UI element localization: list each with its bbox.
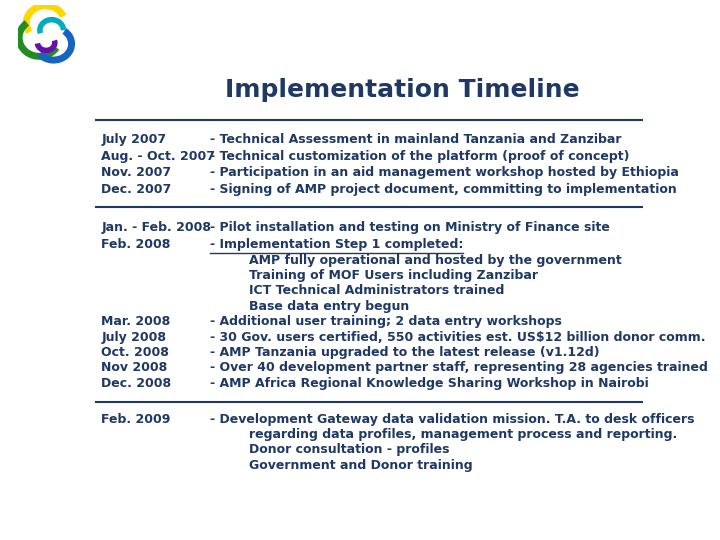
Text: July 2008: July 2008 xyxy=(101,330,166,343)
Text: - AMP Africa Regional Knowledge Sharing Workshop in Nairobi: - AMP Africa Regional Knowledge Sharing … xyxy=(210,377,649,390)
Text: - AMP Tanzania upgraded to the latest release (v1.12d): - AMP Tanzania upgraded to the latest re… xyxy=(210,346,600,359)
Text: Mar. 2008: Mar. 2008 xyxy=(101,315,171,328)
Text: - Development Gateway data validation mission. T.A. to desk officers: - Development Gateway data validation mi… xyxy=(210,413,695,426)
Text: AMP fully operational and hosted by the government: AMP fully operational and hosted by the … xyxy=(249,254,622,267)
Text: Training of MOF Users including Zanzibar: Training of MOF Users including Zanzibar xyxy=(249,269,538,282)
Text: Oct. 2008: Oct. 2008 xyxy=(101,346,169,359)
Text: - 30 Gov. users certified, 550 activities est. US$12 billion donor comm.: - 30 Gov. users certified, 550 activitie… xyxy=(210,330,706,343)
Text: - Technical Assessment in mainland Tanzania and Zanzibar: - Technical Assessment in mainland Tanza… xyxy=(210,133,621,146)
Text: Implementation Timeline: Implementation Timeline xyxy=(225,78,580,102)
Text: July 2007: July 2007 xyxy=(101,133,166,146)
Text: - Technical customization of the platform (proof of concept): - Technical customization of the platfor… xyxy=(210,150,629,163)
Text: Feb. 2009: Feb. 2009 xyxy=(101,413,171,426)
Text: Aug. - Oct. 2007: Aug. - Oct. 2007 xyxy=(101,150,215,163)
Text: Jan. - Feb. 2008: Jan. - Feb. 2008 xyxy=(101,221,211,234)
Text: ICT Technical Administrators trained: ICT Technical Administrators trained xyxy=(249,285,505,298)
Text: - Pilot installation and testing on Ministry of Finance site: - Pilot installation and testing on Mini… xyxy=(210,221,610,234)
Text: Nov 2008: Nov 2008 xyxy=(101,361,168,374)
Text: - Participation in an aid management workshop hosted by Ethiopia: - Participation in an aid management wor… xyxy=(210,166,679,179)
Text: Government and Donor training: Government and Donor training xyxy=(249,458,472,472)
Text: Dec. 2007: Dec. 2007 xyxy=(101,183,171,196)
Text: Donor consultation - profiles: Donor consultation - profiles xyxy=(249,443,449,456)
Text: regarding data profiles, management process and reporting.: regarding data profiles, management proc… xyxy=(249,428,678,441)
Text: - Implementation Step 1 completed:: - Implementation Step 1 completed: xyxy=(210,238,464,251)
Text: - Over 40 development partner staff, representing 28 agencies trained: - Over 40 development partner staff, rep… xyxy=(210,361,708,374)
Text: Feb. 2008: Feb. 2008 xyxy=(101,238,171,251)
Text: - Signing of AMP project document, committing to implementation: - Signing of AMP project document, commi… xyxy=(210,183,677,196)
Text: Nov. 2007: Nov. 2007 xyxy=(101,166,171,179)
Text: Dec. 2008: Dec. 2008 xyxy=(101,377,171,390)
Text: Base data entry begun: Base data entry begun xyxy=(249,300,409,313)
Text: - Additional user training; 2 data entry workshops: - Additional user training; 2 data entry… xyxy=(210,315,562,328)
